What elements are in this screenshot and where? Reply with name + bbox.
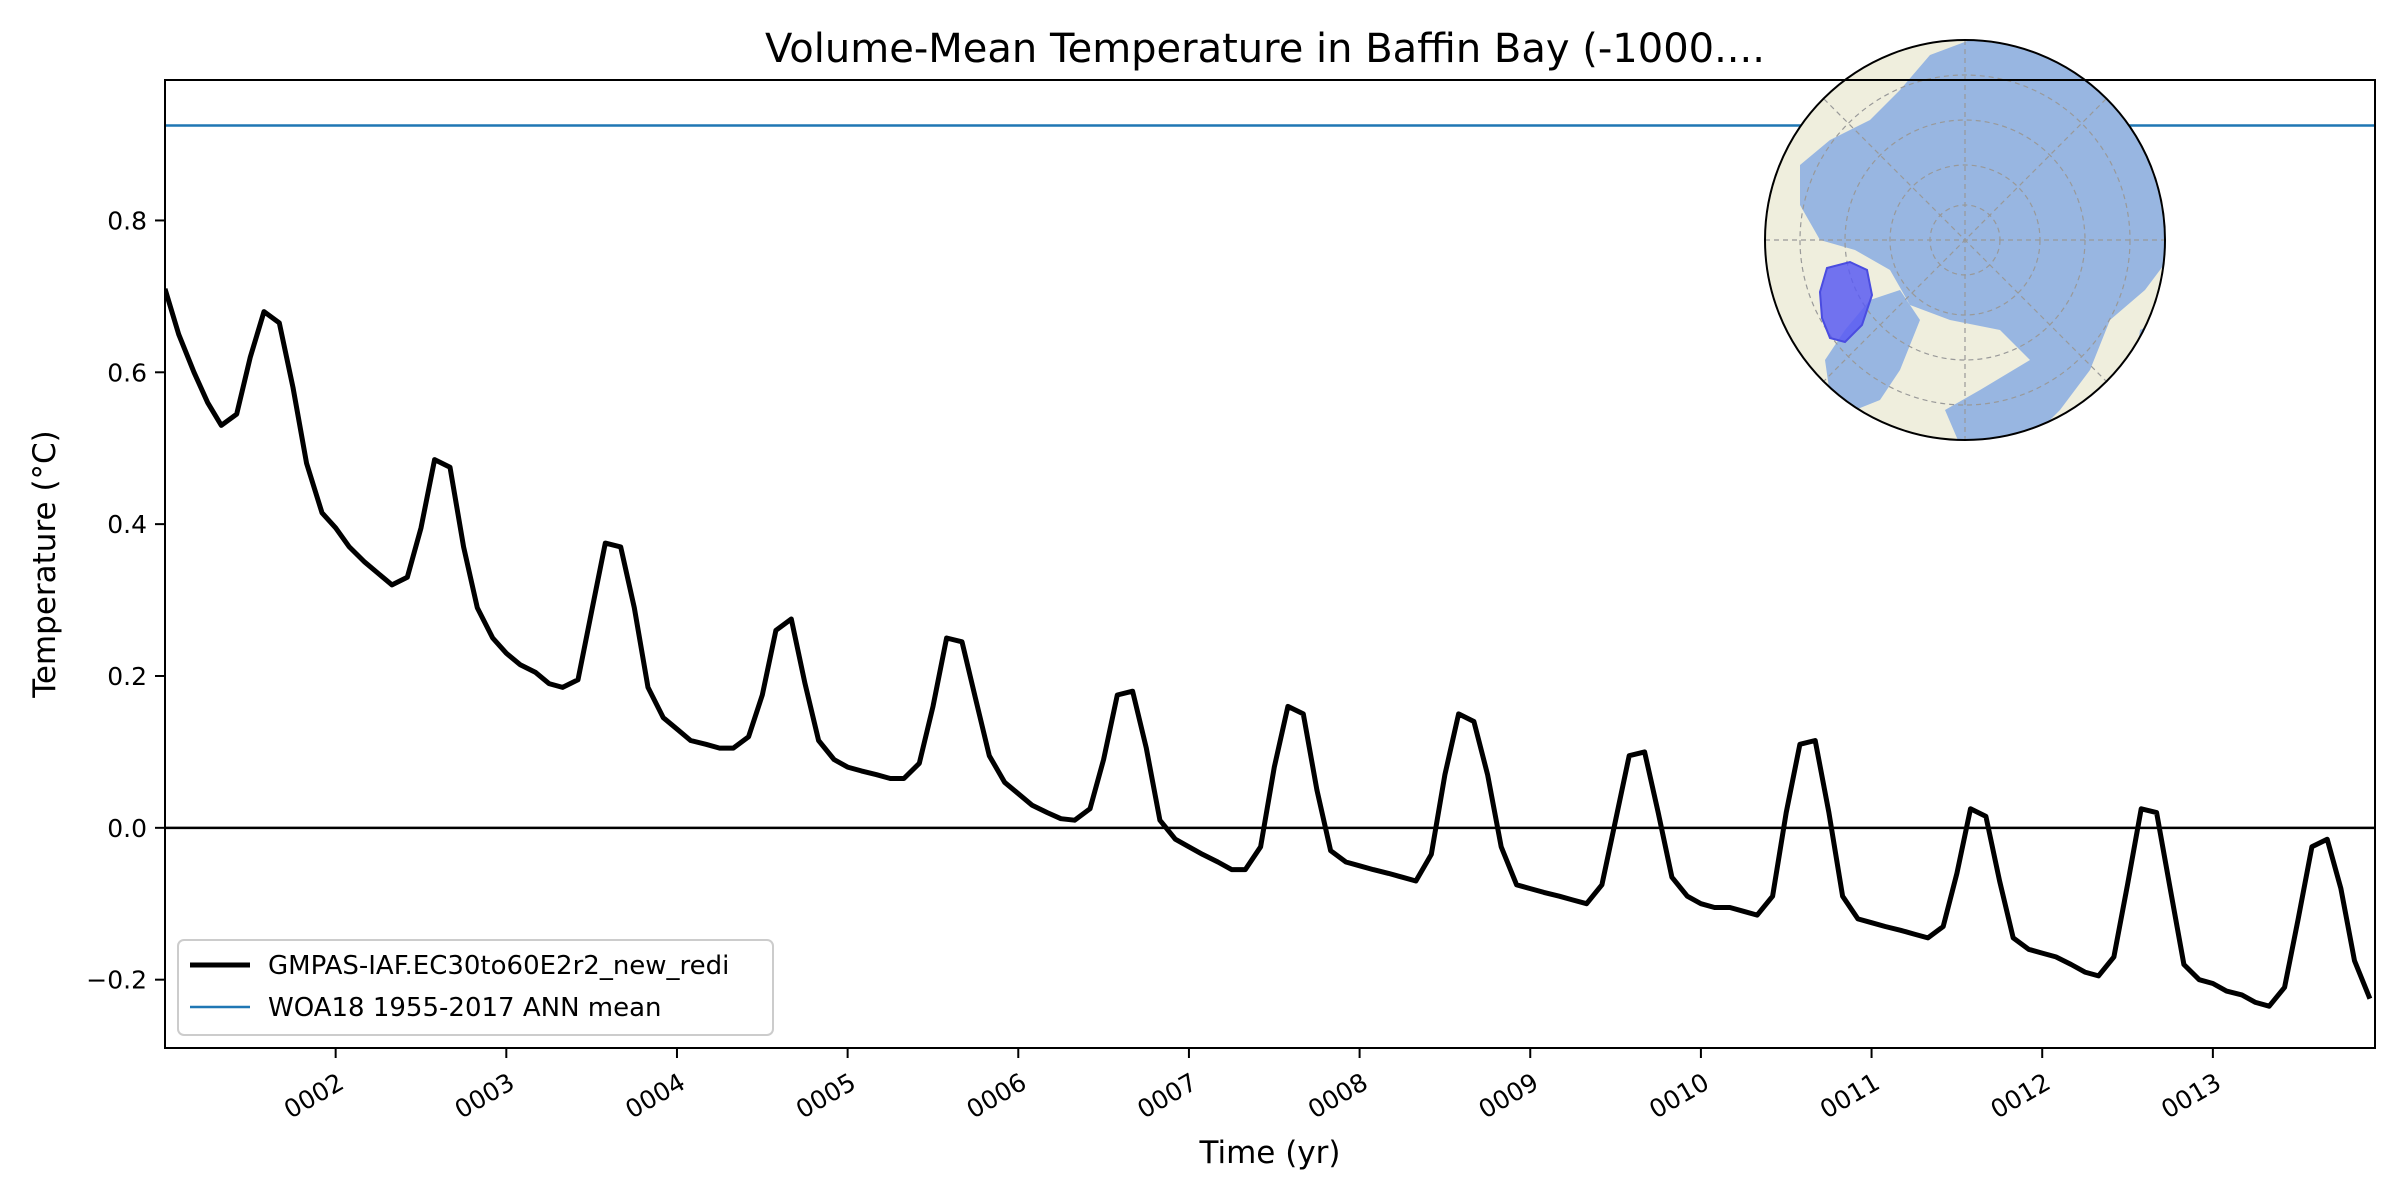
y-tick-label: 0.2 (107, 662, 147, 691)
series-line-model (165, 288, 2373, 1009)
y-axis: −0.2 0.0 0.2 0.4 0.6 0.8 (86, 206, 165, 995)
map-graticule (1765, 40, 2165, 440)
legend: GMPAS-IAF.EC30to60E2r2_new_redi WOA18 19… (177, 939, 774, 1036)
y-tick-label: −0.2 (86, 966, 147, 995)
legend-box (177, 939, 774, 1036)
plot-frame (164, 79, 2376, 1049)
chart-title: Volume-Mean Temperature in Baffin Bay (-… (765, 26, 1765, 72)
highlighted-region (1818, 260, 1874, 344)
legend-label-model: GMPAS-IAF.EC30to60E2r2_new_redi (268, 951, 729, 981)
y-tick-label: 0.4 (107, 510, 147, 539)
y-tick-label: 0.6 (107, 358, 147, 387)
x-axis-label: Time (yr) (1199, 1135, 1341, 1171)
map-border (1764, 39, 2166, 441)
y-tick-label: 0.0 (107, 814, 147, 843)
legend-label-obs: WOA18 1955-2017 ANN mean (268, 993, 662, 1023)
y-tick-label: 0.8 (107, 206, 147, 235)
y-axis-label: Temperature (°C) (27, 430, 63, 699)
